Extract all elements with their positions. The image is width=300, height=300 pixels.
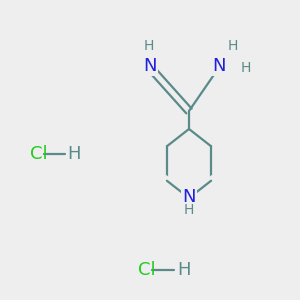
Text: N: N [143,57,157,75]
Text: H: H [241,61,251,74]
Text: N: N [182,188,196,206]
Text: H: H [184,203,194,217]
Text: H: H [68,145,81,163]
Text: H: H [177,261,190,279]
Text: H: H [227,40,238,53]
Text: Cl: Cl [138,261,156,279]
Text: H: H [143,40,154,53]
Text: Cl: Cl [30,145,48,163]
Text: N: N [212,57,226,75]
